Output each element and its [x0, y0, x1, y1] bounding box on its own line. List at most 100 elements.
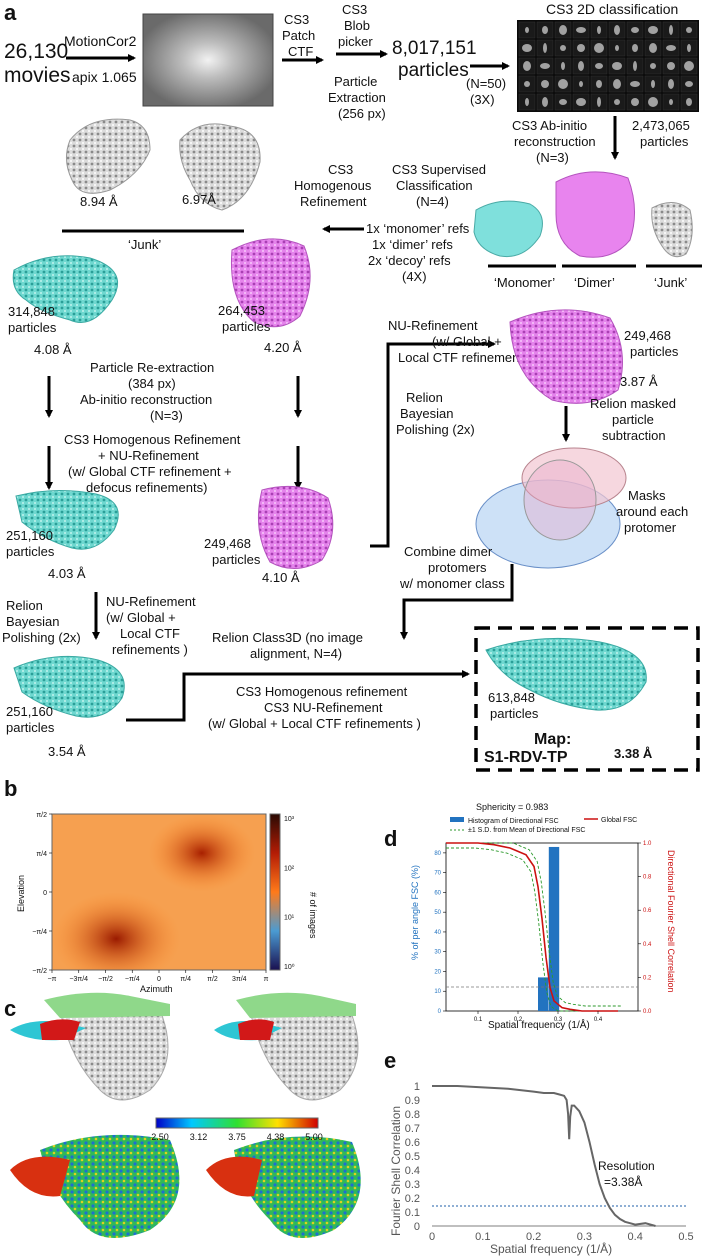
- legend-histogram: Histogram of Directional FSC: [468, 818, 559, 825]
- fsc-d-bar: [538, 977, 549, 1011]
- fsc-e-xtick: 0.2: [526, 1231, 541, 1243]
- fsc-e-xlabel: Spatial frequency (1/Å): [490, 1241, 612, 1256]
- polish-2c: Polishing (2x): [2, 630, 81, 645]
- polish-2a: Relion: [6, 598, 43, 613]
- heatmap-colorbar-ticks: 10³ 10² 10¹ 10⁰: [284, 816, 295, 971]
- movies-word: movies: [4, 64, 71, 87]
- heatmap-ytick: −π/4: [32, 929, 47, 936]
- legend-global: Global FSC: [601, 817, 637, 824]
- heatmap-xlabel: Azimuth: [140, 984, 173, 994]
- heatmap-ylabel: Elevation: [16, 875, 26, 912]
- heatmap-colorbar-tick: 10⁰: [284, 963, 295, 971]
- blob-picker-2: Blob: [344, 18, 370, 33]
- local-res-tick: 5.00: [305, 1132, 323, 1142]
- masks-1: Masks: [628, 488, 666, 503]
- heatmap-yticks: π/2 π/4 0 −π/4 −π/2: [32, 812, 52, 975]
- mono-res-2: 4.03 Å: [48, 566, 86, 581]
- dimer-particles-1a: 264,453: [218, 303, 265, 318]
- monomer-map-2: [15, 489, 119, 550]
- nu-top-1: NU-Refinement: [388, 318, 478, 333]
- fsc-d-global-line: [446, 842, 618, 1012]
- supervised-1: CS3 Supervised: [392, 162, 486, 177]
- supervised-2: Classification: [396, 178, 473, 193]
- heatmap-xtick: π/4: [180, 976, 191, 983]
- fsc-d-xtick: 0.3: [554, 1017, 563, 1023]
- heatmap-ytick: 0: [43, 890, 47, 897]
- masks-3: protomer: [624, 520, 677, 535]
- fsc-d-ytick: 20: [434, 969, 441, 975]
- dimer-res-3: 4.10 Å: [262, 570, 300, 585]
- fsc-d-y2tick: 0.0: [643, 1009, 652, 1015]
- n50-label: (N=50): [466, 76, 506, 91]
- arrow-final: [126, 670, 470, 722]
- fsc-d-xlabel: Spatial frequency (1/Å): [488, 1018, 590, 1031]
- heatmap-colorbar-tick: 10³: [284, 816, 295, 823]
- fsc-e-ytick: 0.4: [405, 1165, 420, 1177]
- heatmap-colorbar-tick: 10¹: [284, 915, 295, 922]
- final-map-volume: [485, 637, 647, 711]
- dimer-volume: [555, 171, 636, 258]
- fsc-d-xtick: 0.4: [594, 1017, 603, 1023]
- mono-res-1: 4.08 Å: [34, 342, 72, 357]
- monomer-volume: [473, 200, 543, 258]
- fsc-d-y2tick: 0.6: [643, 908, 652, 914]
- fsc-e-curve: [432, 1085, 656, 1227]
- heatmap-ytick: π/2: [36, 812, 47, 819]
- apix-label: apix 1.065: [72, 69, 137, 85]
- refs-3: 2x ‘decoy’ refs: [368, 253, 451, 268]
- fsc-e-xtick: 0.4: [628, 1231, 643, 1243]
- final-3: (w/ Global + Local CTF refinements ): [208, 716, 421, 731]
- dimer-label: ‘Dimer’: [574, 275, 615, 290]
- dimer-particles-1b: particles: [222, 319, 271, 334]
- class2d-title: CS3 2D classification: [546, 1, 678, 17]
- combine-3: w/ monomer class: [399, 576, 505, 591]
- mono-particles-3a: 251,160: [6, 704, 53, 719]
- nu-bottom-4: refinements ): [112, 642, 188, 657]
- micrograph-image: [142, 13, 274, 107]
- legend-sd: ±1 S.D. from Mean of Directional FSC: [468, 827, 585, 834]
- panel-label-b: b: [4, 776, 17, 801]
- heatmap-xtick: 0: [157, 976, 161, 983]
- fsc-e-xtick: 0.3: [577, 1231, 592, 1243]
- homog-1: CS3: [328, 162, 353, 177]
- particles-total-word: particles: [398, 60, 469, 81]
- protomer-masks: [475, 447, 627, 569]
- particles-total: 8,017,151: [392, 38, 477, 59]
- movies-count: 26,130: [4, 40, 68, 63]
- nu-bottom-3: Local CTF: [120, 626, 180, 641]
- final-1: CS3 Homogenous refinement: [236, 684, 408, 699]
- local-res-tick: 3.12: [190, 1132, 208, 1142]
- class2d-grid: [517, 20, 699, 112]
- refs-2: 1x ‘dimer’ refs: [372, 237, 453, 252]
- final-particles-1: 613,848: [488, 690, 535, 705]
- fsc-d-ytick: 80: [434, 851, 441, 857]
- heatmap-ytick: −π/2: [32, 968, 47, 975]
- patch-ctf-3: CTF: [288, 44, 313, 59]
- reextraction-6: + NU-Refinement: [98, 448, 199, 463]
- heatmap-xtick: π/2: [207, 976, 218, 983]
- fsc-e-xtick: 0.1: [475, 1231, 490, 1243]
- local-res-colorbar: [155, 1117, 319, 1129]
- fsc-e-ylabel: Fourier Shell Correlation: [389, 1106, 403, 1236]
- heatmap-xtick: −π/2: [98, 976, 113, 983]
- dimer-particles-2a: 249,468: [624, 328, 671, 343]
- nu-top-2: (w/ Global +: [432, 334, 502, 349]
- abinitio-2: reconstruction: [514, 134, 596, 149]
- fsc-e-ytick: 0.1: [405, 1207, 420, 1219]
- dimer-map-1: [231, 238, 311, 328]
- junk-res-2: 6.97Å: [182, 192, 216, 207]
- abinitio-particles-2: particles: [640, 134, 689, 149]
- heatmap-colorbar-label: # of images: [308, 892, 318, 939]
- combine-2: protomers: [428, 560, 487, 575]
- x3-label: (3X): [470, 92, 495, 107]
- particle-extraction-3: (256 px): [338, 106, 386, 121]
- local-res-tick: 2.50: [151, 1132, 169, 1142]
- final-particles-2: particles: [490, 706, 539, 721]
- fsc-e-xtick: 0: [429, 1231, 435, 1243]
- fsc-d-sd-line: [446, 847, 615, 1012]
- fsc-d-title: Sphericity = 0.983: [476, 802, 548, 812]
- fsc-d-y2tick: 0.8: [643, 875, 652, 881]
- subtraction-1: Relion masked: [590, 396, 676, 411]
- local-res-tick: 4.38: [267, 1132, 285, 1142]
- blob-picker-3: picker: [338, 34, 373, 49]
